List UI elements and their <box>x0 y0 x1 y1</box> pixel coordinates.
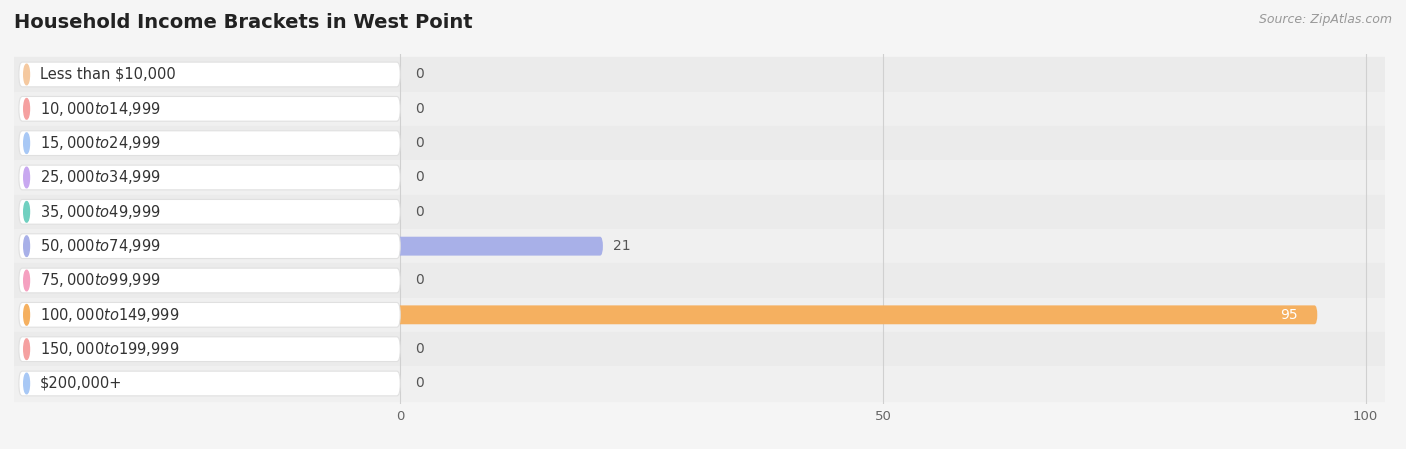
Text: 0: 0 <box>415 342 423 356</box>
Bar <box>14 160 1385 195</box>
Bar <box>14 195 1385 229</box>
Text: $200,000+: $200,000+ <box>41 376 122 391</box>
FancyBboxPatch shape <box>28 340 105 359</box>
Bar <box>14 92 1385 126</box>
Text: $15,000 to $24,999: $15,000 to $24,999 <box>41 134 160 152</box>
Text: 0: 0 <box>415 67 423 81</box>
Bar <box>14 298 1385 332</box>
Circle shape <box>24 202 30 222</box>
FancyBboxPatch shape <box>18 165 401 190</box>
Text: Household Income Brackets in West Point: Household Income Brackets in West Point <box>14 13 472 32</box>
Bar <box>14 263 1385 298</box>
Text: 0: 0 <box>415 377 423 391</box>
Text: 0: 0 <box>415 171 423 185</box>
FancyBboxPatch shape <box>28 168 105 187</box>
Circle shape <box>24 98 30 119</box>
Text: $75,000 to $99,999: $75,000 to $99,999 <box>41 272 160 290</box>
Bar <box>14 332 1385 366</box>
Text: 0: 0 <box>415 102 423 116</box>
Bar <box>14 126 1385 160</box>
FancyBboxPatch shape <box>18 303 401 327</box>
Text: Less than $10,000: Less than $10,000 <box>41 67 176 82</box>
Text: Source: ZipAtlas.com: Source: ZipAtlas.com <box>1258 13 1392 26</box>
FancyBboxPatch shape <box>28 305 1317 324</box>
Text: 95: 95 <box>1281 308 1298 322</box>
Text: $50,000 to $74,999: $50,000 to $74,999 <box>41 237 160 255</box>
Text: $100,000 to $149,999: $100,000 to $149,999 <box>41 306 180 324</box>
FancyBboxPatch shape <box>28 271 105 290</box>
Circle shape <box>24 373 30 394</box>
Circle shape <box>24 133 30 154</box>
FancyBboxPatch shape <box>18 337 401 361</box>
Circle shape <box>24 304 30 325</box>
FancyBboxPatch shape <box>18 131 401 155</box>
FancyBboxPatch shape <box>28 202 105 221</box>
FancyBboxPatch shape <box>18 268 401 293</box>
FancyBboxPatch shape <box>18 62 401 87</box>
Text: $10,000 to $14,999: $10,000 to $14,999 <box>41 100 160 118</box>
Circle shape <box>24 64 30 85</box>
Circle shape <box>24 339 30 360</box>
FancyBboxPatch shape <box>18 234 401 259</box>
FancyBboxPatch shape <box>28 374 105 393</box>
Circle shape <box>24 167 30 188</box>
Text: $25,000 to $34,999: $25,000 to $34,999 <box>41 168 160 186</box>
Text: $35,000 to $49,999: $35,000 to $49,999 <box>41 203 160 221</box>
Text: 21: 21 <box>613 239 630 253</box>
Text: 0: 0 <box>415 273 423 287</box>
Text: $150,000 to $199,999: $150,000 to $199,999 <box>41 340 180 358</box>
Bar <box>14 366 1385 401</box>
Circle shape <box>24 270 30 291</box>
FancyBboxPatch shape <box>28 237 603 255</box>
FancyBboxPatch shape <box>28 99 105 118</box>
FancyBboxPatch shape <box>28 134 105 153</box>
Bar <box>14 57 1385 92</box>
Text: 0: 0 <box>415 205 423 219</box>
Circle shape <box>24 236 30 256</box>
Text: 0: 0 <box>415 136 423 150</box>
FancyBboxPatch shape <box>18 97 401 121</box>
FancyBboxPatch shape <box>28 65 105 84</box>
FancyBboxPatch shape <box>18 371 401 396</box>
FancyBboxPatch shape <box>18 199 401 224</box>
Bar <box>14 229 1385 263</box>
